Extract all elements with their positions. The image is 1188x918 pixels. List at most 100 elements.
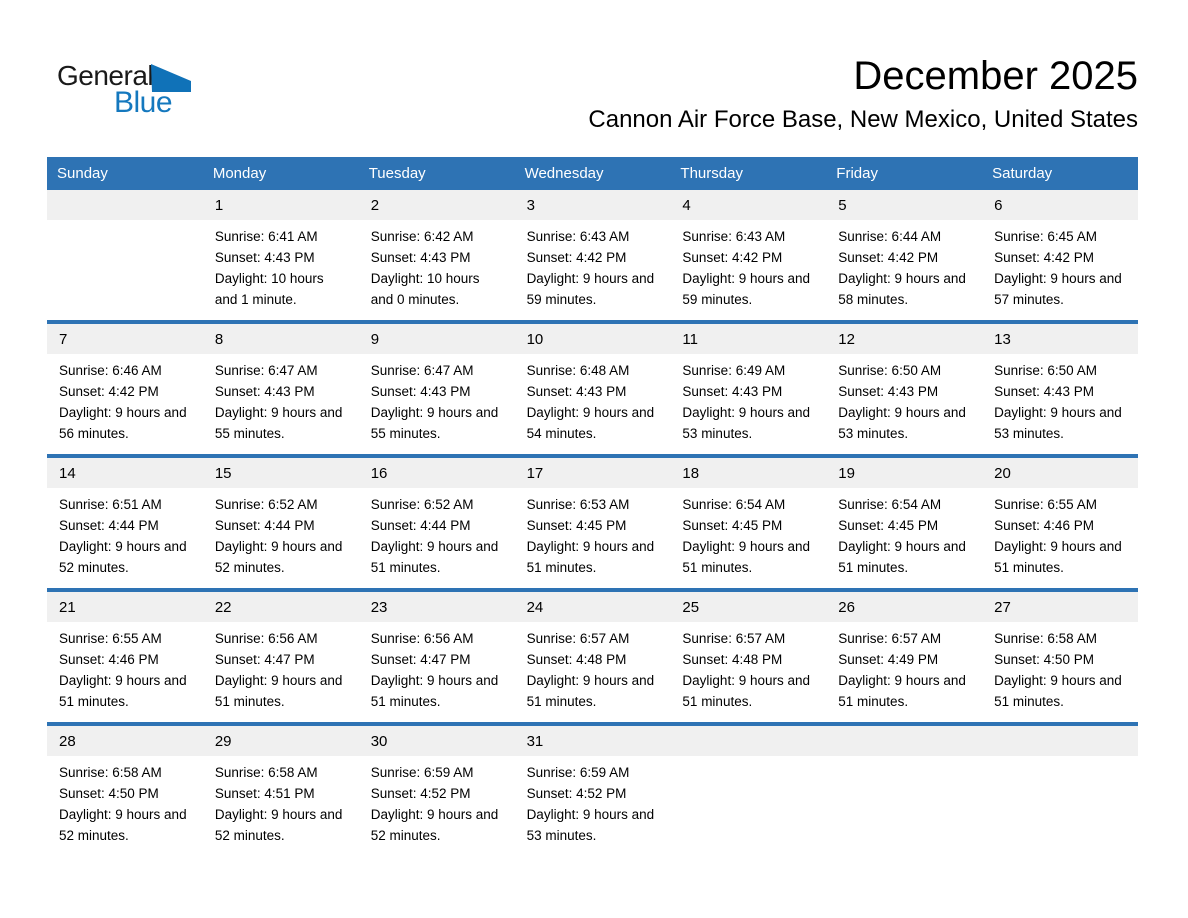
calendar-body: 1 2 3 4 5 6 Sunrise: 6:41 AM Sunset: 4:43 PM Day… [47,190,1138,856]
daylight-text: Daylight: 9 hours and 52 minutes. [214,807,343,843]
sunrise-text: Sunrise: 6:55 AM [994,497,1097,512]
sunset-text: Sunset: 4:50 PM [994,652,1094,667]
day-details: Sunrise: 6:49 AM Sunset: 4:43 PM Daylight:… [670,354,826,454]
day-number: 8 [214,331,224,348]
sunset-text: Sunset: 4:44 PM [214,518,315,533]
day-number: 25 [682,599,700,616]
sunset-text: Sunset: 4:45 PM [682,518,783,533]
week-number-row: 14 15 16 17 18 19 20 [47,458,1138,488]
day-details: Sunrise: 6:52 AM Sunset: 4:44 PM Daylight:… [359,488,515,588]
daylight-text: Daylight: 9 hours and 54 minutes. [526,405,655,441]
logo-triangle-icon [151,64,191,97]
day-number: 2 [370,197,380,214]
empty-day-cell [47,190,203,222]
sunset-text: Sunset: 4:43 PM [682,384,783,399]
daylight-text: Daylight: 9 hours and 53 minutes. [838,405,966,441]
daylight-text: Daylight: 10 hours and 1 minute. [214,271,324,307]
day-number: 31 [526,733,544,750]
day-number: 19 [838,465,855,482]
day-number: 16 [370,465,388,482]
day-number: 20 [994,465,1011,482]
day-details: Sunrise: 6:58 AM Sunset: 4:50 PM Daylight:… [982,622,1138,722]
day-details: Sunrise: 6:54 AM Sunset: 4:45 PM Daylight:… [670,488,826,588]
sunrise-text: Sunrise: 6:43 AM [682,229,786,244]
day-number: 5 [838,197,847,214]
empty-day-details [982,756,1138,856]
day-details: Sunrise: 6:59 AM Sunset: 4:52 PM Daylight:… [515,756,671,856]
sunset-text: Sunset: 4:52 PM [526,786,627,801]
sunset-text: Sunset: 4:45 PM [526,518,627,533]
daylight-text: Daylight: 9 hours and 52 minutes. [214,539,343,575]
daylight-text: Daylight: 9 hours and 59 minutes. [682,271,810,307]
sunset-text: Sunset: 4:49 PM [838,652,939,667]
day-details: Sunrise: 6:53 AM Sunset: 4:45 PM Daylight:… [515,488,671,588]
day-details: Sunrise: 6:44 AM Sunset: 4:42 PM Daylight:… [826,220,982,320]
week-details-row: Sunrise: 6:41 AM Sunset: 4:43 PM Daylight:… [47,220,1138,320]
sunset-text: Sunset: 4:42 PM [994,250,1094,265]
logo-word-blue: Blue [114,86,173,119]
sunset-text: Sunset: 4:47 PM [214,652,315,667]
sunrise-text: Sunrise: 6:56 AM [214,631,318,646]
day-details: Sunrise: 6:58 AM Sunset: 4:51 PM Daylight:… [203,756,359,856]
day-details: Sunrise: 6:41 AM Sunset: 4:43 PM Daylight:… [203,220,359,320]
empty-day-cell [826,726,982,758]
day-details: Sunrise: 6:43 AM Sunset: 4:42 PM Daylight:… [515,220,671,320]
day-number: 3 [526,197,535,214]
day-details: Sunrise: 6:43 AM Sunset: 4:42 PM Daylight:… [670,220,826,320]
day-number: 28 [59,733,76,750]
day-number: 6 [994,197,1003,214]
daylight-text: Daylight: 9 hours and 51 minutes. [214,673,343,709]
sunset-text: Sunset: 4:48 PM [682,652,783,667]
sunrise-text: Sunrise: 6:57 AM [526,631,630,646]
sunset-text: Sunset: 4:43 PM [526,384,627,399]
day-number: 7 [59,331,68,348]
week-divider [47,588,1138,592]
week-divider [47,722,1138,726]
daylight-text: Daylight: 9 hours and 51 minutes. [682,539,810,575]
day-number: 15 [214,465,232,482]
page-title: December 2025 [853,54,1138,98]
daylight-text: Daylight: 9 hours and 51 minutes. [994,673,1122,709]
sunset-text: Sunset: 4:44 PM [370,518,471,533]
empty-day-details [670,756,826,856]
sunset-text: Sunset: 4:43 PM [370,384,471,399]
empty-day-cell [982,726,1138,758]
day-details: Sunrise: 6:56 AM Sunset: 4:47 PM Daylight:… [203,622,359,722]
daylight-text: Daylight: 9 hours and 55 minutes. [214,405,343,441]
week-divider [47,320,1138,324]
sunset-text: Sunset: 4:46 PM [994,518,1094,533]
day-number: 18 [682,465,700,482]
day-details: Sunrise: 6:57 AM Sunset: 4:48 PM Daylight:… [670,622,826,722]
logo-word-general: General [57,60,154,91]
daylight-text: Daylight: 9 hours and 57 minutes. [994,271,1122,307]
day-details: Sunrise: 6:54 AM Sunset: 4:45 PM Daylight:… [826,488,982,588]
sunset-text: Sunset: 4:51 PM [214,786,315,801]
week-number-row: 21 22 23 24 25 26 27 [47,592,1138,622]
daylight-text: Daylight: 9 hours and 56 minutes. [59,405,187,441]
weekday-header-sunday: Sunday [57,165,108,182]
daylight-text: Daylight: 9 hours and 51 minutes. [370,673,499,709]
sunset-text: Sunset: 4:47 PM [370,652,471,667]
sunrise-text: Sunrise: 6:53 AM [526,497,630,512]
week-number-row: 7 8 9 10 11 12 13 [47,324,1138,354]
daylight-text: Daylight: 9 hours and 51 minutes. [526,539,655,575]
week-details-row: Sunrise: 6:46 AM Sunset: 4:42 PM Daylight:… [47,354,1138,454]
sunrise-text: Sunrise: 6:44 AM [838,229,942,244]
weekday-header-monday: Monday [212,165,267,182]
sunrise-text: Sunrise: 6:50 AM [838,363,942,378]
weekday-header-row: Sunday Monday Tuesday Wednesday Thursday… [47,157,1138,190]
sunrise-text: Sunrise: 6:47 AM [370,363,474,378]
week-number-row: 1 2 3 4 5 6 [47,190,1138,220]
day-details: Sunrise: 6:56 AM Sunset: 4:47 PM Daylight:… [359,622,515,722]
daylight-text: Daylight: 9 hours and 51 minutes. [994,539,1122,575]
day-number: 23 [370,599,388,616]
daylight-text: Daylight: 9 hours and 53 minutes. [682,405,810,441]
day-details: Sunrise: 6:51 AM Sunset: 4:44 PM Daylight:… [47,488,203,588]
page-subtitle: Cannon Air Force Base, New Mexico, Unite… [588,106,1138,133]
day-number: 10 [526,331,544,348]
day-details: Sunrise: 6:50 AM Sunset: 4:43 PM Daylight:… [982,354,1138,454]
sunset-text: Sunset: 4:43 PM [994,384,1094,399]
weekday-header-tuesday: Tuesday [368,165,426,182]
day-number: 22 [214,599,232,616]
